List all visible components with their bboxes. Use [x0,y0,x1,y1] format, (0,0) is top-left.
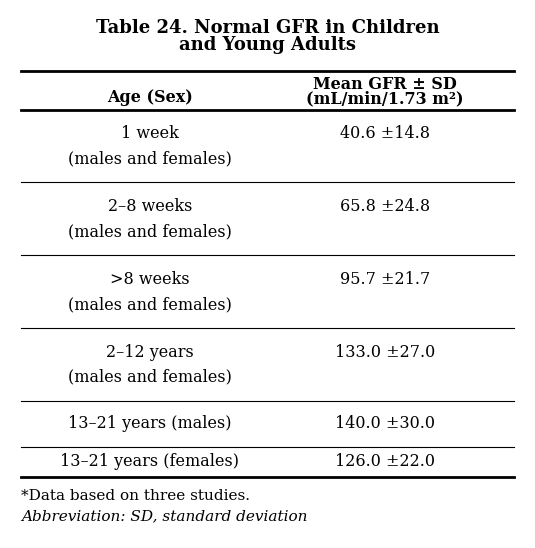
Text: 126.0 ±22.0: 126.0 ±22.0 [335,453,435,470]
Text: Age (Sex): Age (Sex) [107,89,193,106]
Text: (males and females): (males and females) [68,369,232,386]
Text: Table 24. Normal GFR in Children: Table 24. Normal GFR in Children [96,19,439,37]
Text: 140.0 ±30.0: 140.0 ±30.0 [335,415,435,432]
Text: (males and females): (males and females) [68,296,232,313]
Text: 133.0 ±27.0: 133.0 ±27.0 [335,344,435,361]
Text: (mL/min/1.73 m²): (mL/min/1.73 m²) [307,90,464,107]
Text: 65.8 ±24.8: 65.8 ±24.8 [340,198,430,215]
Text: 1 week: 1 week [121,125,179,142]
Text: 95.7 ±21.7: 95.7 ±21.7 [340,271,430,288]
Text: 2–12 years: 2–12 years [106,344,194,361]
Text: (males and females): (males and females) [68,150,232,167]
Text: (males and females): (males and females) [68,223,232,240]
Text: Mean GFR ± SD: Mean GFR ± SD [314,76,457,93]
Text: and Young Adults: and Young Adults [179,36,356,54]
Text: >8 weeks: >8 weeks [110,271,189,288]
Text: 13–21 years (males): 13–21 years (males) [68,415,232,432]
Text: 40.6 ±14.8: 40.6 ±14.8 [340,125,430,142]
Text: 2–8 weeks: 2–8 weeks [108,198,192,215]
Text: *Data based on three studies.: *Data based on three studies. [21,489,250,503]
Text: Abbreviation: SD, standard deviation: Abbreviation: SD, standard deviation [21,509,308,523]
Text: 13–21 years (females): 13–21 years (females) [60,453,239,470]
